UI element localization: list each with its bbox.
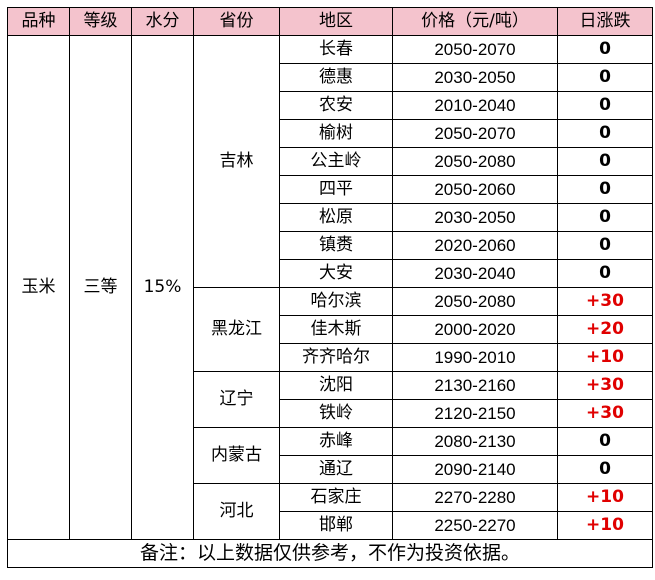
header-region: 地区 bbox=[279, 7, 393, 36]
region-cell: 邯郸 bbox=[279, 511, 393, 540]
table-row: 黑龙江 哈尔滨 2050-2080 +30 bbox=[8, 287, 653, 372]
note-row: 备注：以上数据仅供参考，不作为投资依据。 bbox=[7, 539, 653, 568]
table-row: 公主岭 2050-2080 0 bbox=[8, 147, 653, 176]
price-cell: 2030-2040 bbox=[392, 259, 558, 288]
region-cell: 佳木斯 bbox=[279, 315, 393, 344]
region-cell: 榆树 bbox=[279, 119, 393, 148]
daily-change-cell: 0 bbox=[557, 147, 653, 176]
daily-change-cell: 0 bbox=[557, 175, 653, 204]
daily-change-cell: +30 bbox=[557, 399, 653, 428]
variety-cell: 玉米 bbox=[7, 35, 70, 540]
table-row: 佳木斯 2000-2020 +20 bbox=[8, 315, 653, 344]
header-province: 省份 bbox=[193, 7, 280, 36]
region-cell: 齐齐哈尔 bbox=[279, 343, 393, 372]
region-cell: 农安 bbox=[279, 91, 393, 120]
header-grade: 等级 bbox=[69, 7, 132, 36]
price-cell: 2000-2020 bbox=[392, 315, 558, 344]
table-row: 榆树 2050-2070 0 bbox=[8, 119, 653, 148]
price-cell: 2050-2060 bbox=[392, 175, 558, 204]
price-cell: 2050-2080 bbox=[392, 287, 558, 316]
daily-change-cell: 0 bbox=[557, 427, 653, 456]
table-row: 四平 2050-2060 0 bbox=[8, 175, 653, 204]
price-cell: 2130-2160 bbox=[392, 371, 558, 400]
header-row: 品种 等级 水分 省份 地区 价格（元/吨） 日涨跌 bbox=[7, 7, 653, 36]
table-row: 邯郸 2250-2270 +10 bbox=[8, 511, 653, 540]
table-row: 通辽 2090-2140 0 bbox=[8, 455, 653, 484]
header-price: 价格（元/吨） bbox=[392, 7, 558, 36]
province-cell: 河北 bbox=[193, 483, 280, 540]
daily-change-cell: +10 bbox=[557, 343, 653, 372]
price-cell: 2080-2130 bbox=[392, 427, 558, 456]
daily-change-cell: +20 bbox=[557, 315, 653, 344]
region-cell: 沈阳 bbox=[279, 371, 393, 400]
daily-change-cell: 0 bbox=[557, 203, 653, 232]
price-cell: 2050-2080 bbox=[392, 147, 558, 176]
daily-change-cell: 0 bbox=[557, 35, 653, 64]
region-cell: 松原 bbox=[279, 203, 393, 232]
price-cell: 2020-2060 bbox=[392, 231, 558, 260]
header-variety: 品种 bbox=[7, 7, 70, 36]
daily-change-cell: +10 bbox=[557, 511, 653, 540]
moisture-cell: 15% bbox=[131, 35, 194, 540]
region-cell: 大安 bbox=[279, 259, 393, 288]
daily-change-cell: +30 bbox=[557, 371, 653, 400]
daily-change-cell: 0 bbox=[557, 259, 653, 288]
header-moisture: 水分 bbox=[131, 7, 194, 36]
table-row: 镇赉 2020-2060 0 bbox=[8, 231, 653, 260]
region-cell: 长春 bbox=[279, 35, 393, 64]
price-table-container: 品种 等级 水分 省份 地区 价格（元/吨） 日涨跌 玉米 三等 15% 吉林 长春 20… bbox=[7, 7, 653, 568]
daily-change-cell: 0 bbox=[557, 91, 653, 120]
price-cell: 2010-2040 bbox=[392, 91, 558, 120]
note-text: 备注：以上数据仅供参考，不作为投资依据。 bbox=[7, 539, 653, 568]
region-cell: 公主岭 bbox=[279, 147, 393, 176]
price-cell: 2250-2270 bbox=[392, 511, 558, 540]
price-cell: 2050-2070 bbox=[392, 35, 558, 64]
daily-change-cell: +10 bbox=[557, 483, 653, 512]
table-row: 铁岭 2120-2150 +30 bbox=[8, 399, 653, 428]
region-cell: 赤峰 bbox=[279, 427, 393, 456]
daily-change-cell: 0 bbox=[557, 63, 653, 92]
table-row: 德惠 2030-2050 0 bbox=[8, 63, 653, 92]
price-cell: 2050-2070 bbox=[392, 119, 558, 148]
province-cell: 黑龙江 bbox=[193, 287, 280, 372]
region-cell: 德惠 bbox=[279, 63, 393, 92]
table-body: 玉米 三等 15% 吉林 长春 2050-2070 0 德惠 2030-2050 0 农安 2010-… bbox=[7, 35, 653, 540]
table-row: 辽宁 沈阳 2130-2160 +30 bbox=[8, 371, 653, 428]
province-cell: 吉林 bbox=[193, 35, 280, 288]
region-cell: 镇赉 bbox=[279, 231, 393, 260]
region-cell: 石家庄 bbox=[279, 483, 393, 512]
price-cell: 2090-2140 bbox=[392, 455, 558, 484]
region-cell: 四平 bbox=[279, 175, 393, 204]
region-cell: 铁岭 bbox=[279, 399, 393, 428]
daily-change-cell: 0 bbox=[557, 231, 653, 260]
price-cell: 2030-2050 bbox=[392, 63, 558, 92]
daily-change-cell: 0 bbox=[557, 119, 653, 148]
corn-price-table: 品种 等级 水分 省份 地区 价格（元/吨） 日涨跌 玉米 三等 15% 吉林 长春 20… bbox=[7, 7, 653, 568]
grade-cell: 三等 bbox=[69, 35, 132, 540]
header-daily-change: 日涨跌 bbox=[557, 7, 653, 36]
daily-change-cell: +30 bbox=[557, 287, 653, 316]
price-cell: 2120-2150 bbox=[392, 399, 558, 428]
price-cell: 2270-2280 bbox=[392, 483, 558, 512]
table-row: 玉米 三等 15% 吉林 长春 2050-2070 0 bbox=[7, 35, 653, 540]
daily-change-cell: 0 bbox=[557, 455, 653, 484]
province-cell: 内蒙古 bbox=[193, 427, 280, 484]
province-cell: 辽宁 bbox=[193, 371, 280, 428]
region-cell: 通辽 bbox=[279, 455, 393, 484]
region-cell: 哈尔滨 bbox=[279, 287, 393, 316]
price-cell: 2030-2050 bbox=[392, 203, 558, 232]
price-cell: 1990-2010 bbox=[392, 343, 558, 372]
